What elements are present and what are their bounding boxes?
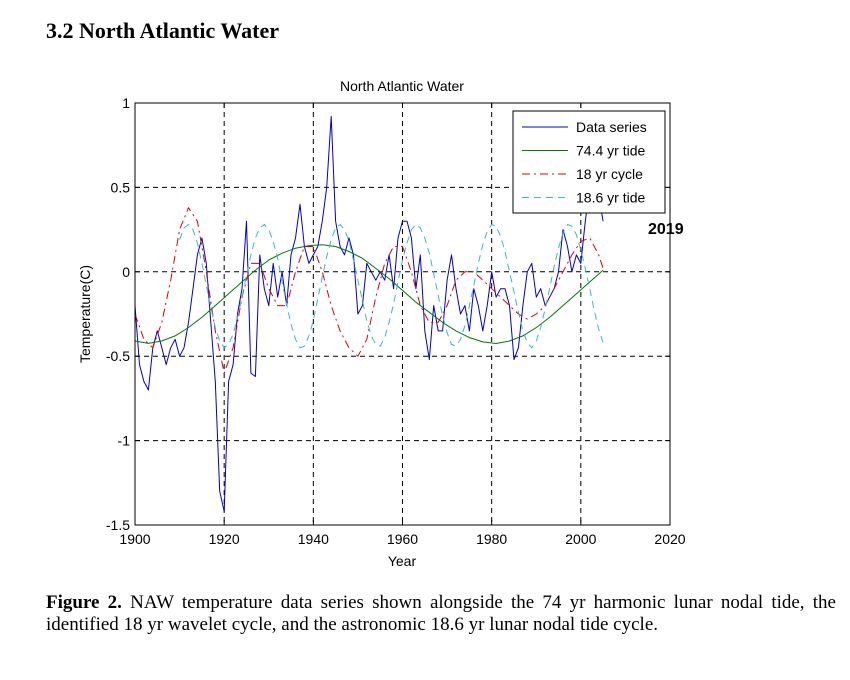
caption-label: Figure 2. [46, 592, 122, 613]
x-axis-label: Year [388, 553, 417, 569]
x-tick-label: 1980 [476, 531, 507, 547]
y-tick-label: 0 [122, 264, 130, 280]
legend-label: 74.4 yr tide [576, 143, 645, 159]
section-title: 3.2 North Atlantic Water [46, 18, 280, 43]
y-tick-label: -0.5 [106, 348, 130, 364]
x-tick-label: 1960 [387, 531, 418, 547]
x-tick-label: 2000 [565, 531, 596, 547]
legend-label: Data series [576, 119, 647, 135]
y-tick-label: 0.5 [111, 179, 131, 195]
y-tick-label: 1 [122, 95, 130, 111]
y-tick-label: -1 [118, 433, 131, 449]
legend: Data series 74.4 yr tide 18 yr cycle 18.6 y… [512, 110, 666, 214]
series-line-18-6-yr-tide [179, 224, 604, 349]
legend-label: 18.6 yr tide [576, 190, 645, 206]
series-lines [134, 116, 604, 512]
caption-text: NAW temperature data series shown alongs… [46, 592, 836, 635]
legend-label: 18 yr cycle [576, 166, 643, 182]
x-tick-label: 1940 [298, 531, 329, 547]
legend-box [512, 110, 666, 214]
annotation-2019: 2019 [648, 221, 684, 238]
figure-caption: Figure 2. NAW temperature data series sh… [46, 592, 836, 636]
series-line-data-series [134, 116, 604, 512]
series-line-18-yr-cycle [134, 207, 604, 374]
x-tick-label: 1900 [119, 531, 150, 547]
x-tick-label: 2020 [654, 531, 685, 547]
series-line-74-4-yr-tide [134, 244, 604, 344]
y-tick-label: -1.5 [106, 517, 130, 533]
x-tick-label: 1920 [209, 531, 240, 547]
y-axis-label: Temperature(C) [77, 265, 93, 363]
chart-title: North Atlantic Water [340, 78, 464, 94]
line-chart: North Atlantic Water 1900 1920 1940 1960 198… [77, 78, 686, 569]
axis-ticks: 1900 1920 1940 1960 1980 2000 2020 -1.5 -1 -0.5 0 0… [106, 95, 686, 547]
